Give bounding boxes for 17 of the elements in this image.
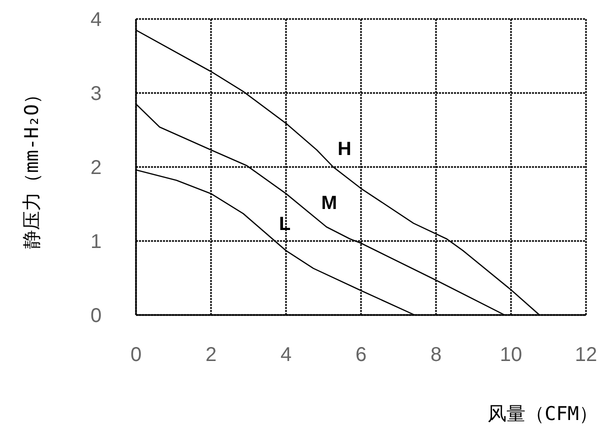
y-tick-label: 0 — [90, 305, 102, 327]
y-tick-label: 4 — [90, 9, 102, 31]
x-tick-label: 12 — [574, 344, 598, 366]
y-axis-title: 静压力（mm-H₂O） — [21, 85, 43, 249]
x-tick-label: 10 — [500, 344, 522, 366]
x-tick-label: 2 — [205, 344, 217, 366]
series-label: H — [338, 139, 352, 160]
x-tick-label: 6 — [355, 344, 367, 366]
y-tick-label: 3 — [90, 83, 102, 105]
series-label: M — [321, 192, 338, 214]
x-tick-label: 4 — [280, 344, 292, 366]
series-label: L — [278, 214, 291, 236]
x-axis-title: 风量（CFM） — [488, 403, 598, 425]
x-tick-label: 8 — [430, 344, 442, 366]
y-tick-label: 1 — [90, 231, 102, 253]
x-tick-label: 0 — [130, 344, 142, 366]
y-tick-label: 2 — [90, 157, 102, 179]
